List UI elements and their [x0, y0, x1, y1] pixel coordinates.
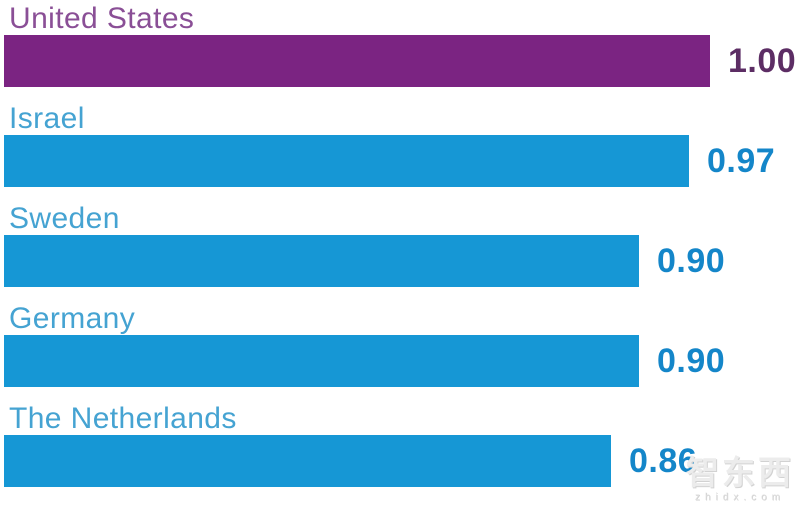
bar	[4, 335, 639, 387]
bar-track: 1.00	[4, 35, 800, 87]
bar	[4, 35, 710, 87]
bar-value: 0.90	[657, 341, 726, 380]
bar-row: United States 1.00	[4, 2, 800, 87]
bar-track: 0.90	[4, 335, 800, 387]
bar-track: 0.97	[4, 135, 800, 187]
bar-track: 0.86	[4, 435, 800, 487]
bar-chart: United States 1.00 Israel 0.97 Sweden 0.90 Ger…	[4, 2, 800, 487]
bar-value: 0.97	[707, 141, 776, 180]
bar-label: The Netherlands	[9, 402, 237, 435]
bar-label: Germany	[9, 302, 136, 335]
bar	[4, 135, 689, 187]
bar-track: 0.90	[4, 235, 800, 287]
bar-label: Sweden	[9, 202, 120, 235]
bar-row: Sweden 0.90	[4, 202, 800, 287]
bar	[4, 235, 639, 287]
bar-value: 0.86	[629, 441, 698, 480]
bar-value: 0.90	[657, 241, 726, 280]
bar-row: Israel 0.97	[4, 102, 800, 187]
bar-label: Israel	[9, 102, 85, 135]
bar-row: Germany 0.90	[4, 302, 800, 387]
bar-label: United States	[9, 2, 195, 35]
bar-value: 1.00	[728, 41, 797, 80]
bar	[4, 435, 611, 487]
bar-row: The Netherlands 0.86	[4, 402, 800, 487]
watermark-url-text: zhidx.com	[694, 492, 785, 503]
